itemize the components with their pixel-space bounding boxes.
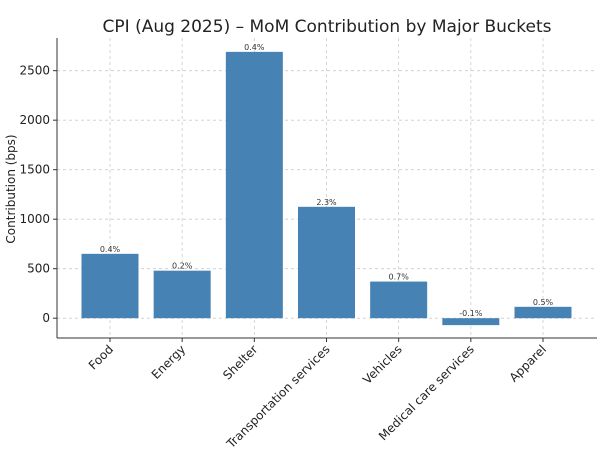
data-label: -0.1%	[459, 309, 483, 318]
bar	[153, 270, 211, 319]
data-label: 0.5%	[533, 298, 554, 307]
bar	[442, 318, 500, 326]
x-tick-label: Energy	[149, 342, 189, 382]
data-label: 0.4%	[244, 43, 265, 52]
bar	[225, 51, 283, 319]
y-tick-label: 500	[27, 262, 50, 276]
y-axis-label: Contribution (bps)	[4, 134, 18, 243]
data-label: 2.3%	[316, 198, 337, 207]
data-labels: 0.4% 0.2% 0.4% 2.3% 0.7% -0.1% 0.5%	[100, 43, 554, 318]
y-tick-label: 2500	[19, 64, 50, 78]
data-label: 0.4%	[100, 245, 121, 254]
x-tick-label: Food	[86, 342, 116, 372]
data-label: 0.7%	[389, 273, 410, 282]
y-tick-label: 1500	[19, 163, 50, 177]
bars	[81, 51, 572, 326]
bar	[514, 306, 572, 319]
y-tick-label: 2000	[19, 113, 50, 127]
y-tick-label: 0	[42, 311, 50, 325]
x-tick-label: Shelter	[220, 342, 260, 382]
grid-lines	[57, 38, 597, 338]
chart-title: CPI (Aug 2025) – MoM Contribution by Maj…	[103, 17, 552, 37]
bar	[81, 253, 139, 319]
data-label: 0.2%	[172, 262, 193, 271]
bar	[370, 281, 428, 319]
x-tick-label: Vehicles	[360, 342, 405, 387]
bar	[298, 206, 355, 319]
y-tick-label: 1000	[19, 212, 50, 226]
x-tick-label: Apparel	[507, 342, 550, 385]
